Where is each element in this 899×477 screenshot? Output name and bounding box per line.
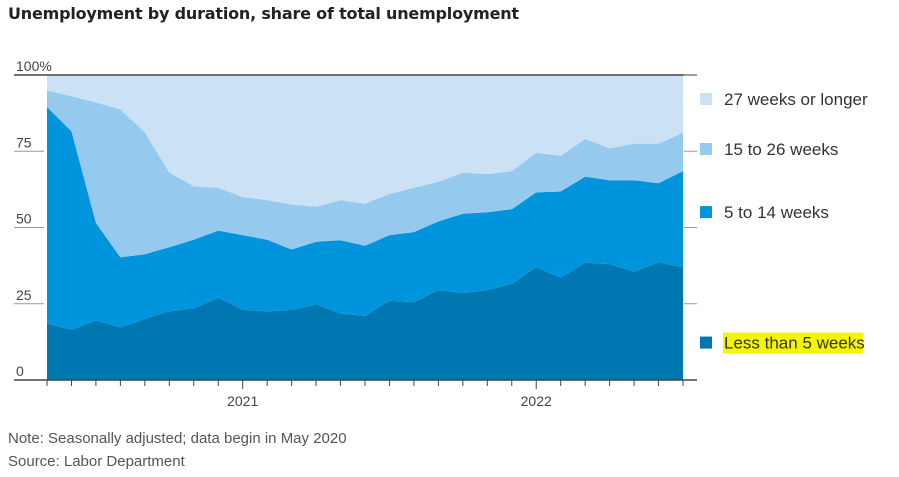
legend-entry-15-to-26-weeks: 15 to 26 weeks [700,140,838,159]
legend-swatch [700,143,712,156]
legend-swatch [700,92,712,105]
legend-swatch [700,336,712,349]
chart-note: Note: Seasonally adjusted; data begin in… [8,430,347,447]
x-tick-label: 2022 [521,393,552,409]
legend-layer: 27 weeks or longer 15 to 26 weeks 5 to 14 … [700,90,868,354]
y-tick-label: 0 [16,363,24,379]
y-tick-label: 50 [16,211,32,227]
y-tick-label: 75 [16,134,32,150]
series-area-less-than-5-weeks [47,262,683,380]
chart-title: Unemployment by duration, share of total… [8,4,519,23]
chart-source: Source: Labor Department [8,453,185,470]
legend-label: 5 to 14 weeks [724,203,829,222]
legend-label: 27 weeks or longer [724,90,868,109]
legend-swatch [700,206,712,219]
legend-entry-27-weeks-or-longer: 27 weeks or longer [700,90,868,109]
legend-label: 15 to 26 weeks [724,140,838,159]
area-chart: 100% 75 50 25 0 2021 2022 27 weeks or longer 15… [14,58,868,409]
series-area-5-to-14-weeks [47,107,683,330]
series-area-27-weeks-or-longer [47,75,683,207]
legend-entry-less-than-5-weeks: Less than 5 weeks [700,332,865,354]
y-tick-label: 25 [16,287,32,303]
x-tick-label: 2021 [227,393,258,409]
axes-layer: 100% 75 50 25 0 2021 2022 [14,58,697,409]
series-area-15-to-26-weeks [47,90,683,258]
areas-layer [47,75,683,380]
legend-label: Less than 5 weeks [724,334,865,353]
legend-highlight [723,332,863,354]
legend-entry-5-to-14-weeks: 5 to 14 weeks [700,203,829,222]
y-tick-label: 100% [16,58,52,74]
